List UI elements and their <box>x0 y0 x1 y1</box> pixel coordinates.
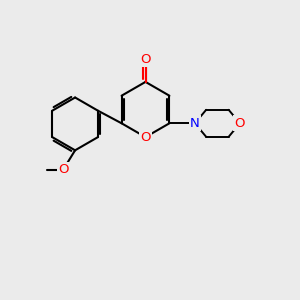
Text: O: O <box>235 117 245 130</box>
Text: O: O <box>140 53 151 66</box>
Text: O: O <box>140 130 151 144</box>
Text: O: O <box>58 163 68 176</box>
Text: N: N <box>190 117 200 130</box>
